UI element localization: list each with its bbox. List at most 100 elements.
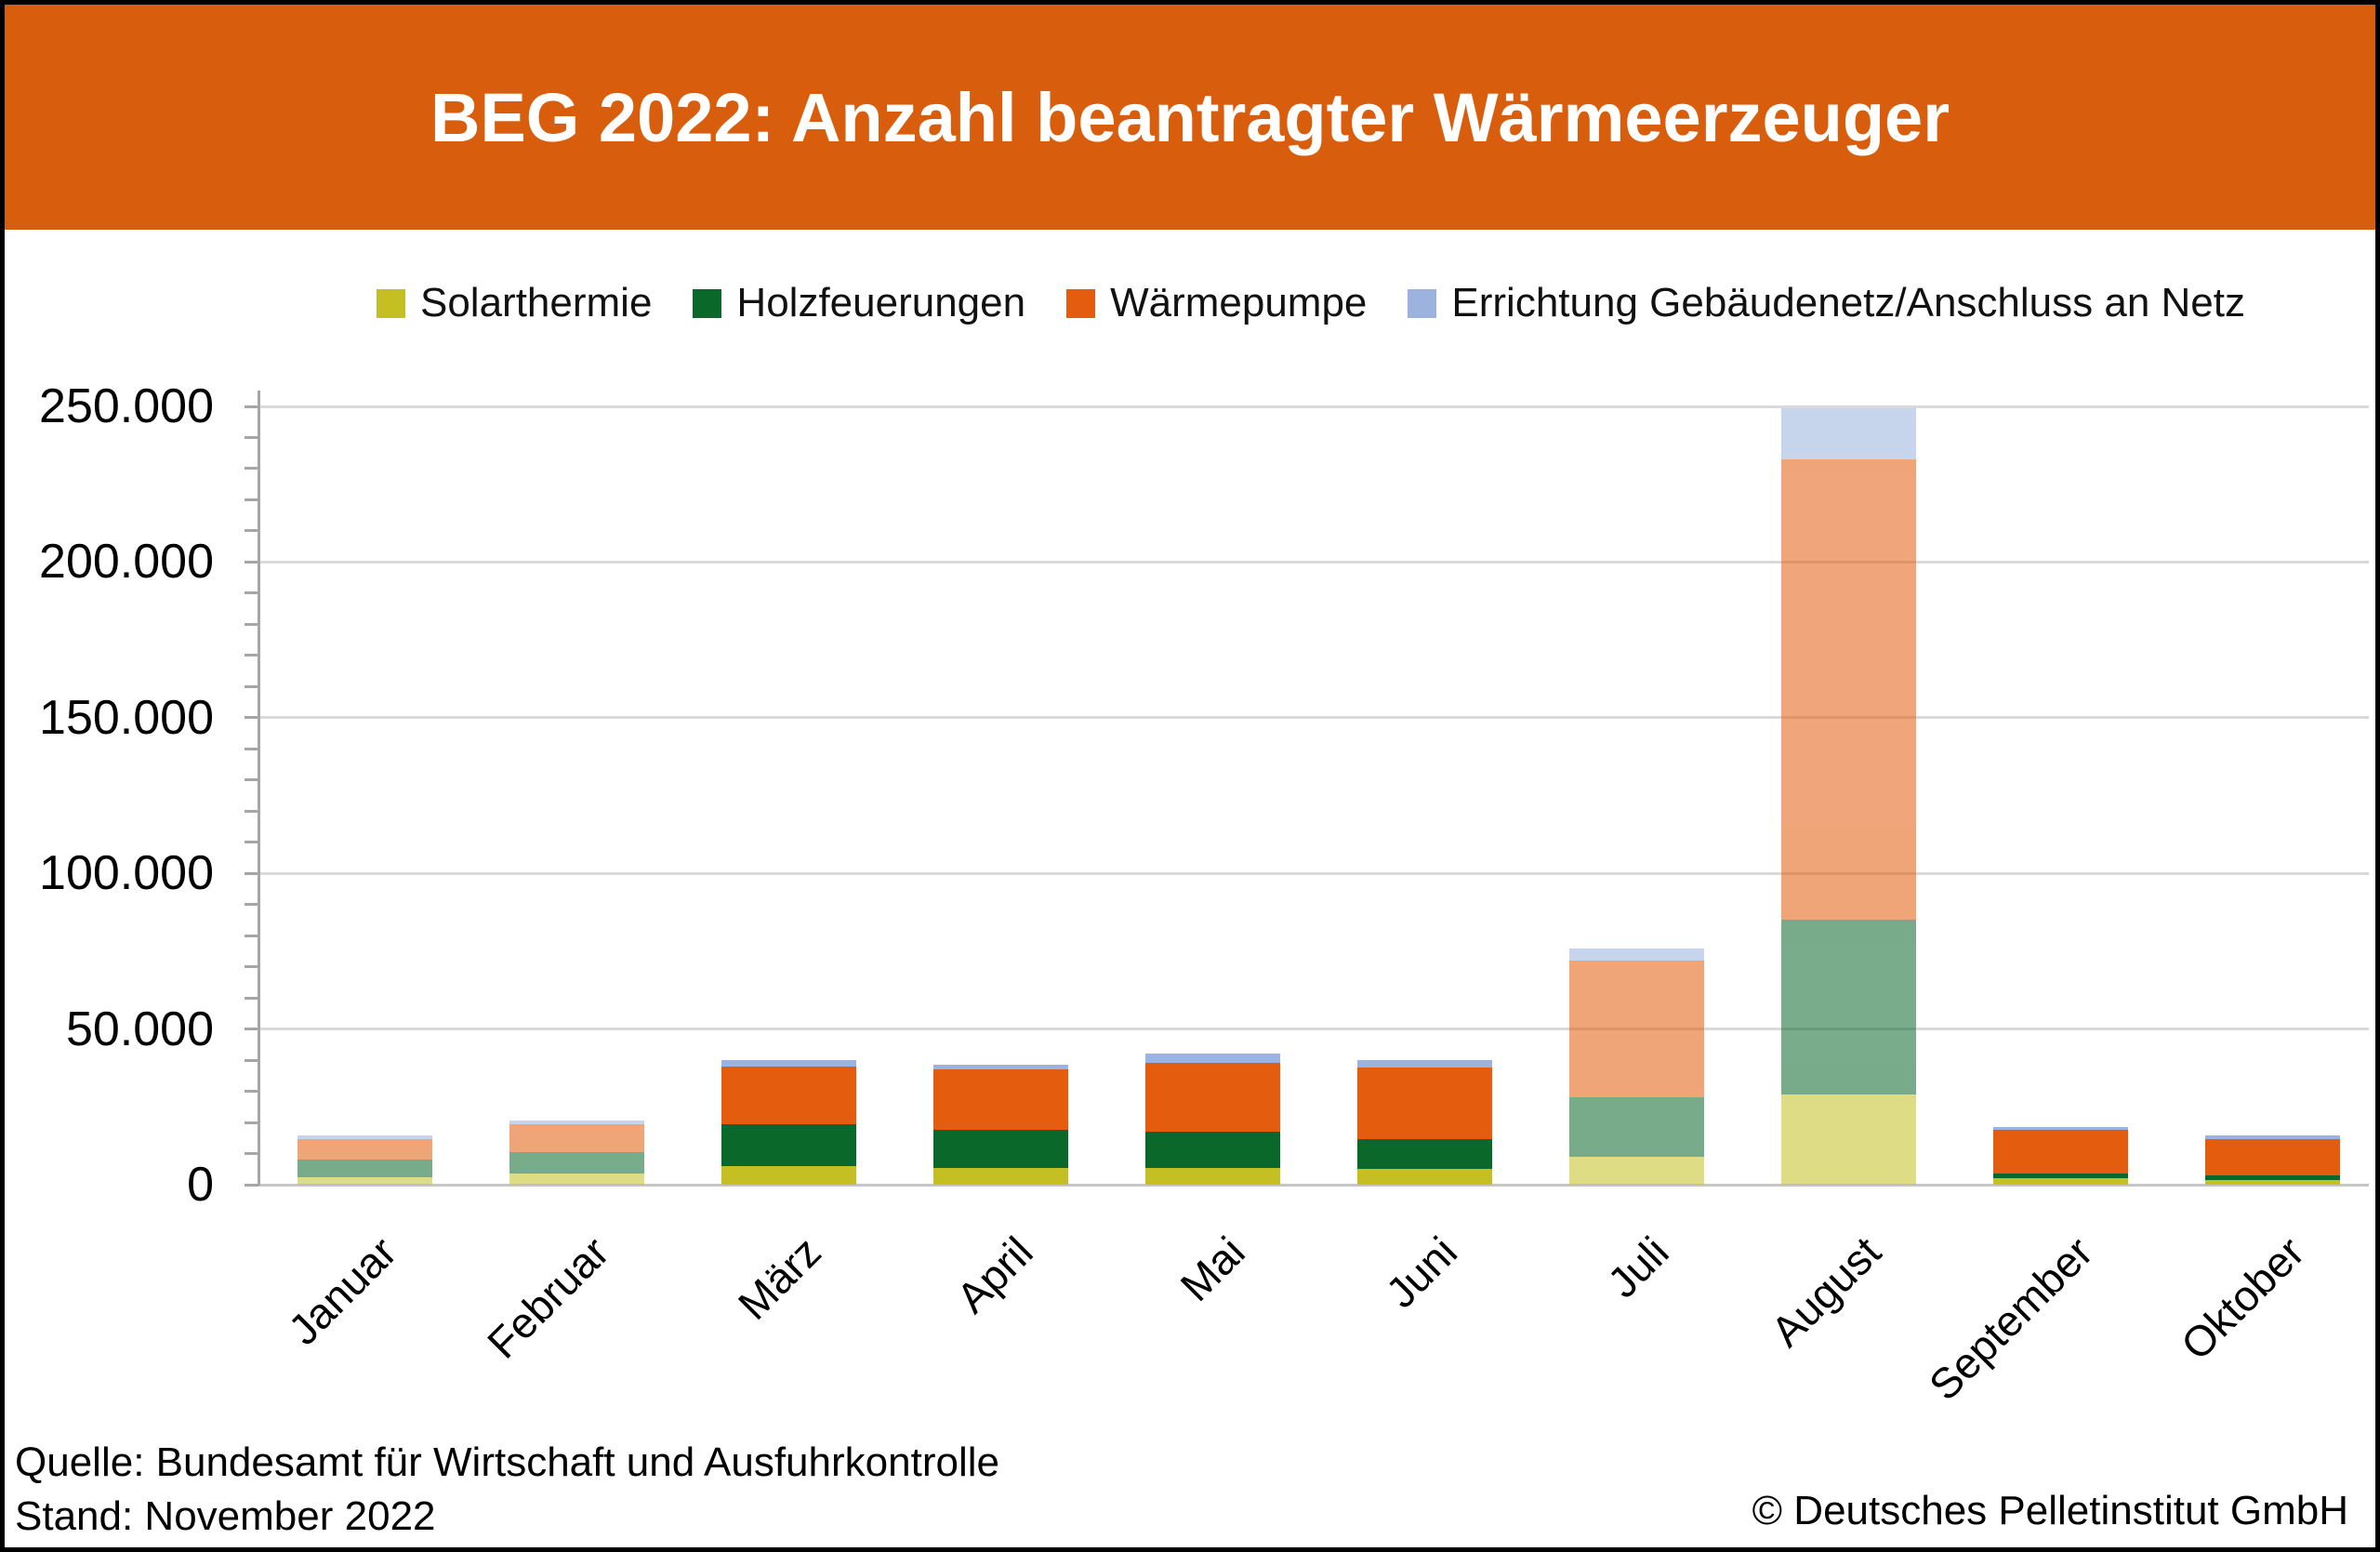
bar-segment-errichtung-gebäudenetz-anschluss-an-netz [1568, 948, 1704, 961]
chart-title: BEG 2022: Anzahl beantragter Wärmeerzeug… [430, 78, 1950, 156]
y-axis-tick [245, 405, 258, 408]
legend-item-holzfeuerungen: Holzfeuerungen [693, 280, 1025, 326]
bar-segment-errichtung-gebäudenetz-anschluss-an-netz [1356, 1060, 1492, 1068]
y-axis-tick [245, 1028, 258, 1031]
gridline-0 [258, 1183, 2369, 1187]
y-axis-tick [245, 841, 258, 844]
bar-segment-holzfeuerungen [297, 1159, 432, 1177]
y-axis-tick [245, 622, 258, 626]
y-axis-tick [245, 903, 258, 907]
chart-legend: Solarthermie Holzfeuerungen Wärmepumpe Erri… [260, 275, 2361, 331]
y-axis-label: 50.000 [65, 1002, 214, 1056]
bar-segment-errichtung-gebäudenetz-anschluss-an-netz [932, 1065, 1068, 1070]
legend-swatch-icon [376, 288, 405, 318]
bar-segment-solarthermie [721, 1165, 856, 1185]
stand-note: Stand: November 2022 [15, 1493, 436, 1539]
y-axis-tick [245, 560, 258, 564]
bar-segment-holzfeuerungen [721, 1123, 856, 1166]
gridline-50.000 [258, 1028, 2369, 1031]
y-axis-tick [245, 934, 258, 937]
copyright-note: © Deutsches Pelletinstitut GmbH [1752, 1488, 2348, 1533]
bar-segment-holzfeuerungen [1780, 920, 1916, 1094]
y-axis-tick [245, 716, 258, 720]
y-axis-tick [245, 1152, 258, 1156]
legend-swatch-icon [693, 288, 722, 318]
bar-segment-solarthermie [1780, 1094, 1916, 1185]
source-note: Quelle: Bundesamt für Wirtschaft und Aus… [15, 1439, 999, 1485]
bar-juni [1356, 0, 1492, 1552]
y-axis-tick [245, 529, 258, 533]
bar-segment-errichtung-gebäudenetz-anschluss-an-netz [721, 1060, 856, 1067]
y-axis-tick [245, 747, 258, 750]
bar-segment-wärmepumpe [1144, 1063, 1280, 1133]
footer-notes: Quelle: Bundesamt für Wirtschaft und Aus… [15, 1436, 999, 1544]
y-axis-tick [245, 1183, 258, 1187]
y-axis-tick [245, 1090, 258, 1094]
bar-segment-errichtung-gebäudenetz-anschluss-an-netz [1780, 407, 1916, 459]
bar-segment-wärmepumpe [721, 1066, 856, 1124]
gridline-250.000 [258, 405, 2369, 408]
y-axis-tick [245, 684, 258, 688]
bar-segment-wärmepumpe [1356, 1068, 1492, 1140]
bar-mai [1144, 0, 1280, 1552]
bar-segment-solarthermie [2204, 1179, 2340, 1185]
title-banner: BEG 2022: Anzahl beantragter Wärmeerzeug… [5, 5, 2375, 230]
y-axis-tick [245, 965, 258, 969]
bar-segment-wärmepumpe [1992, 1130, 2128, 1174]
bar-segment-holzfeuerungen [1356, 1139, 1492, 1170]
legend-label: Errichtung Gebäudenetz/Anschluss an Netz [1451, 280, 2246, 325]
bar-segment-wärmepumpe [297, 1138, 432, 1160]
bar-segment-holzfeuerungen [1144, 1132, 1280, 1168]
bar-segment-solarthermie [1356, 1169, 1492, 1185]
legend-item-solarthermie: Solarthermie [376, 280, 653, 326]
bar-segment-solarthermie [297, 1176, 432, 1185]
y-axis-tick [245, 1058, 258, 1062]
bar-segment-errichtung-gebäudenetz-anschluss-an-netz [297, 1135, 432, 1139]
bar-segment-errichtung-gebäudenetz-anschluss-an-netz [509, 1121, 644, 1124]
bar-februar [509, 0, 644, 1552]
y-axis-tick [245, 467, 258, 471]
bar-juli [1568, 0, 1704, 1552]
bar-segment-errichtung-gebäudenetz-anschluss-an-netz [2204, 1135, 2340, 1140]
bar-segment-solarthermie [1144, 1167, 1280, 1185]
bar-segment-solarthermie [1568, 1156, 1704, 1185]
bar-segment-solarthermie [1992, 1178, 2128, 1185]
bar-segment-holzfeuerungen [1992, 1174, 2128, 1179]
y-axis-label: 100.000 [39, 846, 214, 901]
bar-januar [297, 0, 432, 1552]
y-axis-label: 150.000 [39, 690, 214, 745]
bar-segment-errichtung-gebäudenetz-anschluss-an-netz [1992, 1127, 2128, 1131]
gridline-150.000 [258, 716, 2369, 720]
legend-label: Solarthermie [419, 280, 653, 325]
bar-segment-wärmepumpe [1780, 458, 1916, 921]
bar-september [1992, 0, 2128, 1552]
y-axis-tick [245, 1121, 258, 1124]
y-axis-tick [245, 654, 258, 657]
bar-segment-holzfeuerungen [932, 1130, 1068, 1168]
bar-segment-solarthermie [932, 1167, 1068, 1185]
legend-item-wärmepumpe: Wärmepumpe [1066, 280, 1367, 326]
bar-märz [721, 0, 856, 1552]
bar-april [932, 0, 1068, 1552]
bar-segment-holzfeuerungen [2204, 1174, 2340, 1180]
y-axis-tick [245, 996, 258, 1000]
gridline-200.000 [258, 560, 2369, 564]
bar-segment-errichtung-gebäudenetz-anschluss-an-netz [1144, 1054, 1280, 1064]
y-axis-label: 0 [187, 1158, 214, 1212]
legend-swatch-icon [1408, 288, 1437, 318]
bar-segment-wärmepumpe [509, 1123, 644, 1152]
y-axis-tick [245, 871, 258, 875]
bar-oktober [2204, 0, 2340, 1552]
y-axis-tick [245, 591, 258, 595]
legend-item-errichtung-gebäudenetz-anschluss-an-netz: Errichtung Gebäudenetz/Anschluss an Netz [1408, 280, 2245, 326]
bar-segment-wärmepumpe [1568, 960, 1704, 1098]
y-axis-tick [245, 435, 258, 439]
legend-label: Wärmepumpe [1110, 280, 1368, 325]
bar-segment-solarthermie [509, 1174, 644, 1185]
bar-august [1780, 0, 1916, 1552]
bar-segment-wärmepumpe [2204, 1139, 2340, 1175]
y-axis [258, 391, 260, 1186]
y-axis-tick [245, 497, 258, 501]
y-axis-tick [245, 809, 258, 813]
